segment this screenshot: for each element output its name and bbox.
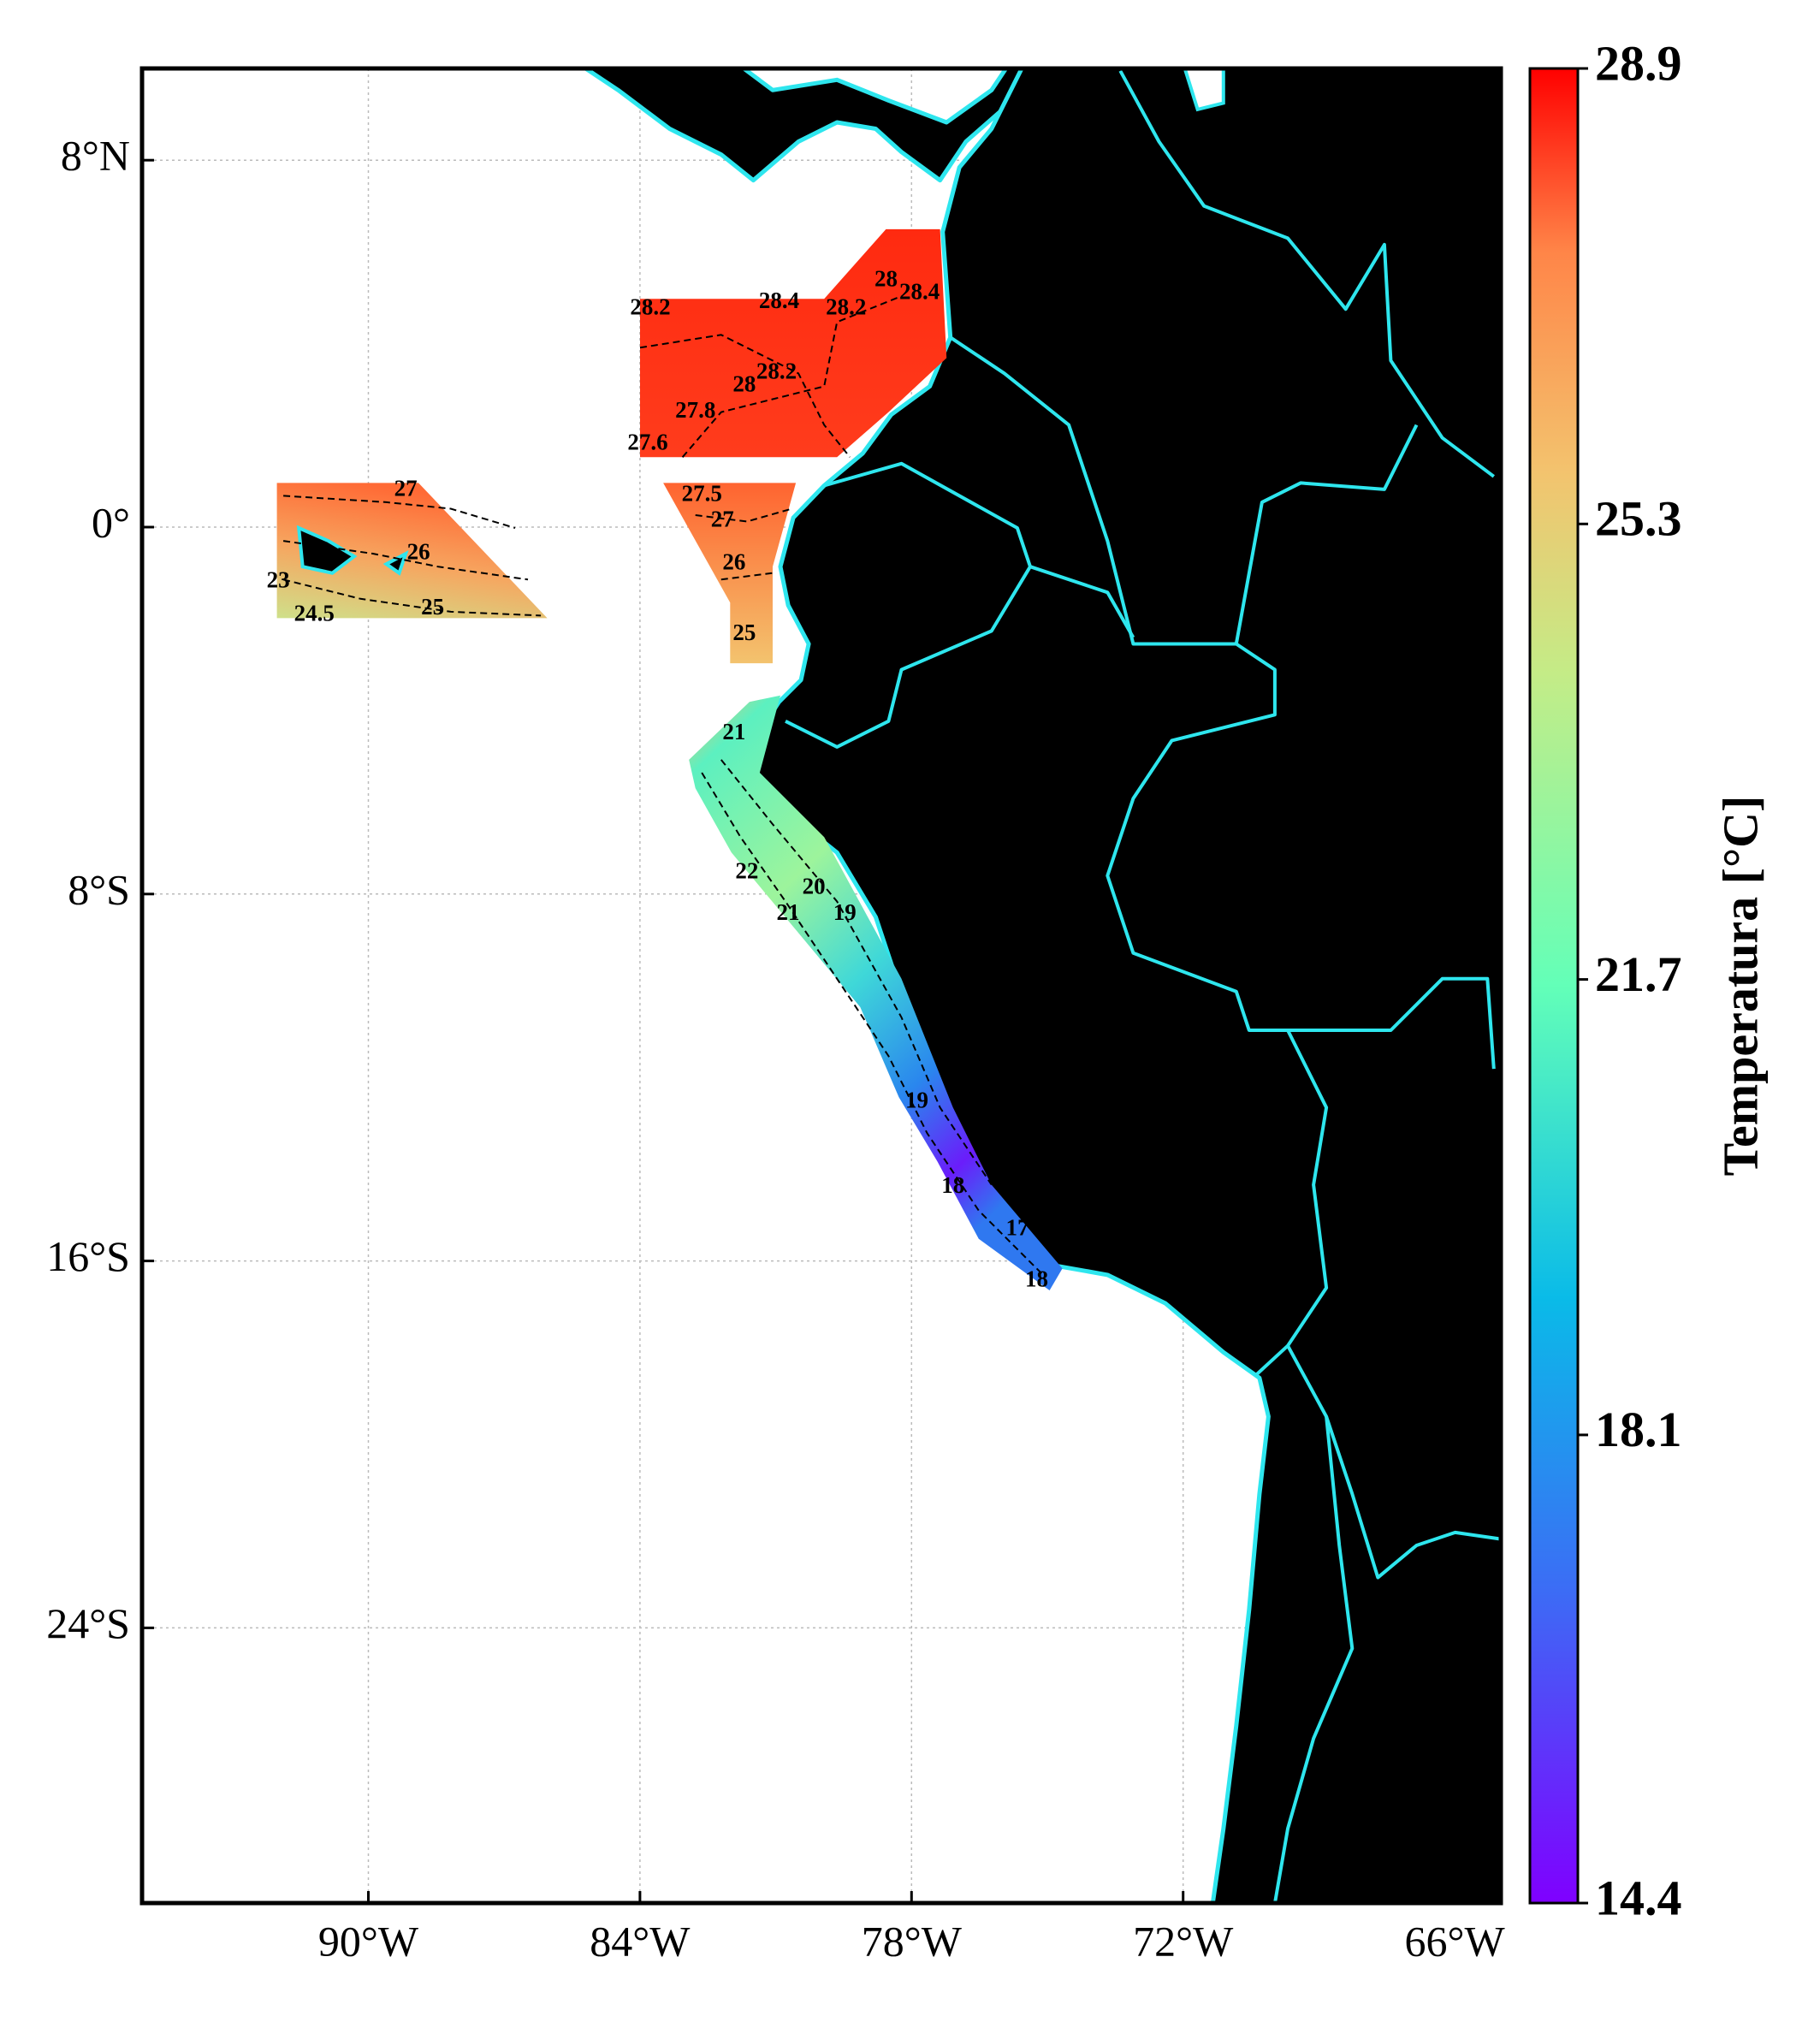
contour-label: 18 [1025, 1266, 1048, 1292]
contour-label: 25 [421, 594, 444, 620]
y-tick-label: 0° [92, 498, 130, 546]
south-america [750, 68, 1501, 1903]
y-tick-label: 8°S [68, 865, 130, 913]
colorbar-tick-label: 14.4 [1595, 1870, 1682, 1925]
field-north [640, 228, 947, 458]
contour-label: 20 [803, 874, 826, 899]
contour-label: 28.4 [899, 278, 940, 304]
temperature-field [276, 228, 1063, 1290]
y-tick-label: 8°N [61, 132, 130, 180]
colorbar-tick-label: 25.3 [1595, 491, 1682, 547]
field-peru [689, 695, 1063, 1290]
contour-label: 19 [905, 1087, 928, 1112]
colorbar-label: Temperatura [°C] [1712, 796, 1768, 1177]
contour-line [701, 772, 1044, 1276]
x-tick-label: 78°W [862, 1917, 963, 1965]
central-america [581, 68, 1028, 183]
contour-label: 26 [407, 538, 430, 564]
x-tick-label: 90°W [318, 1917, 419, 1965]
contour-line [720, 759, 993, 1186]
field-ecuador [663, 483, 797, 664]
contour-line [681, 295, 902, 458]
land [581, 68, 1501, 1903]
contour-line [283, 495, 516, 529]
x-tick-label: 72°W [1133, 1917, 1234, 1965]
field-galapagos [276, 483, 548, 619]
country-border [1118, 69, 1495, 478]
country-border [949, 335, 1419, 646]
y-tick-label: 16°S [46, 1232, 130, 1280]
contour-label: 28 [732, 371, 756, 397]
contour-label: 28.2 [630, 294, 670, 319]
country-border [1106, 642, 1496, 1070]
country-border [785, 461, 1032, 749]
lake [1183, 68, 1225, 112]
contour-label: 28 [874, 265, 898, 291]
contour-line [282, 540, 529, 581]
x-tick-label: 66°W [1405, 1917, 1506, 1965]
colorbar-tick-label: 18.1 [1595, 1402, 1682, 1457]
contour-label: 22 [735, 858, 758, 884]
y-tick-label: 24°S [46, 1599, 130, 1647]
plot-frame [139, 66, 1503, 1906]
x-tick-label: 84°W [590, 1917, 691, 1965]
contour-line [282, 578, 542, 617]
contour-label: 27.8 [675, 397, 715, 423]
country-border [1272, 1416, 1355, 1903]
colorbar [1528, 67, 1580, 1905]
contour-line [720, 572, 774, 581]
contour-label: 27.5 [682, 481, 722, 507]
country-border [1254, 1029, 1329, 1377]
contour-label: 27 [394, 476, 418, 501]
contour-line [695, 507, 792, 523]
contour-label: 23 [267, 566, 290, 592]
contour-line [639, 334, 851, 458]
contour-label: 25 [732, 620, 756, 645]
contour-label: 26 [722, 548, 745, 574]
contour-label: 21 [722, 719, 745, 744]
contour-label: 19 [833, 899, 857, 925]
contour-labels: 28.2 28.4 28.22828.428.22827.827.627262524… [267, 265, 1048, 1291]
contour-label: 28.4 [759, 288, 799, 313]
contour-label: 24.5 [294, 601, 335, 626]
island [296, 525, 358, 575]
contour-label: 28.2 [826, 294, 866, 319]
contour-label: 28.2 [756, 359, 797, 384]
colorbar-tick-label: 28.9 [1595, 35, 1682, 91]
contour-label: 27 [711, 507, 734, 532]
country-border [1029, 565, 1135, 638]
contour-label: 18 [941, 1172, 964, 1198]
contour-label: 27.6 [627, 429, 667, 454]
contour-label: 17 [1005, 1214, 1029, 1240]
colorbar-tick-label: 21.7 [1595, 946, 1682, 1002]
axes: 90°W 84°W 78°W 72°W 66°W 8°N 0° 8°S 16°S 24°S 14.4… [46, 35, 1681, 1965]
contour-label: 21 [777, 899, 800, 925]
